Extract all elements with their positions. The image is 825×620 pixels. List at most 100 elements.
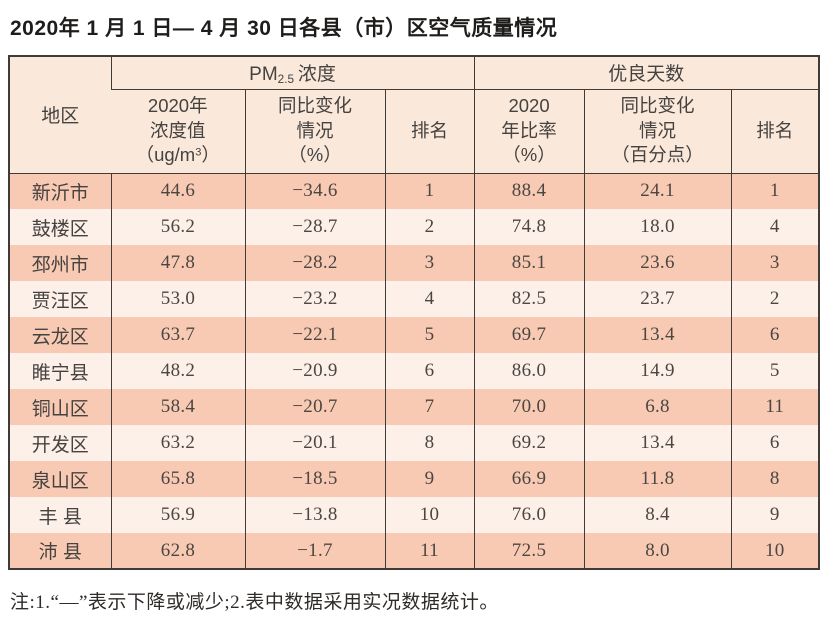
- good-rate-rank-cell: 1: [730, 173, 820, 209]
- header-line: 同比变化: [620, 95, 695, 117]
- pm25-value-cell: 65.8: [110, 461, 245, 497]
- pm25-change-cell: −20.7: [244, 389, 385, 425]
- header-line: （百分点）: [611, 144, 704, 166]
- pm25-rank-cell: 1: [384, 173, 475, 209]
- pm25-change-cell: −28.7: [244, 209, 385, 245]
- pm25-rank-cell: 11: [384, 533, 475, 569]
- unit-prefix: （ug/m: [135, 144, 196, 166]
- pm25-rank-cell: 6: [384, 353, 475, 389]
- good-rate-cell: 69.7: [473, 317, 585, 353]
- pm25-change-cell: −18.5: [244, 461, 385, 497]
- header-line: 年比率: [501, 119, 557, 141]
- header-line: （%）: [502, 144, 556, 166]
- column-header-pm25-value: 2020年 浓度值 （ug/m3）: [111, 89, 245, 174]
- good-rate-rank-cell: 6: [730, 317, 820, 353]
- pm25-value-cell: 48.2: [110, 353, 245, 389]
- table-row: 睢宁县 48.2 −20.9 6 86.0 14.9 5: [9, 353, 820, 389]
- header-sub-row: 2020年 浓度值 （ug/m3） 同比变化 情况 （%） 排名 2020 年比…: [9, 89, 820, 174]
- header-line: 情况: [639, 119, 677, 141]
- pm25-rank-cell: 9: [384, 461, 475, 497]
- table-row: 云龙区 63.7 −22.1 5 69.7 13.4 6: [9, 317, 820, 353]
- pm25-value-cell: 62.8: [110, 533, 245, 569]
- pm25-rank-cell: 3: [384, 245, 475, 281]
- header-line: 浓度值: [149, 119, 206, 141]
- pm25-value-cell: 56.2: [110, 209, 245, 245]
- header-line: 情况: [296, 119, 334, 141]
- column-header-region: 地区: [9, 56, 111, 174]
- region-cell: 鼓楼区: [9, 209, 111, 245]
- good-rate-rank-cell: 8: [730, 461, 820, 497]
- pm25-rank-cell: 2: [384, 209, 475, 245]
- pm25-change-cell: −20.1: [244, 425, 385, 461]
- pm25-rank-cell: 10: [384, 497, 475, 533]
- table-row: 新沂市 44.6 −34.6 1 88.4 24.1 1: [9, 173, 820, 209]
- header-line: 2020年: [147, 95, 208, 117]
- air-quality-table: 地区 PM2.5 浓度 优良天数 2020年 浓度值 （ug/m3） 同比变化 情…: [8, 55, 821, 570]
- pm25-rank-cell: 7: [384, 389, 475, 425]
- good-rate-rank-cell: 6: [730, 425, 820, 461]
- pm25-value-cell: 47.8: [110, 245, 245, 281]
- good-rate-change-cell: 11.8: [583, 461, 732, 497]
- pm25-label-suffix: 浓度: [297, 64, 336, 86]
- table-row: 丰 县 56.9 −13.8 10 76.0 8.4 9: [9, 497, 820, 533]
- good-rate-cell: 69.2: [473, 425, 585, 461]
- region-cell: 铜山区: [9, 389, 111, 425]
- table-row: 贾汪区 53.0 −23.2 4 82.5 23.7 2: [9, 281, 820, 317]
- good-rate-change-cell: 13.4: [583, 425, 732, 461]
- column-group-pm25: PM2.5 浓度: [110, 56, 475, 90]
- region-cell: 邳州市: [9, 245, 111, 281]
- pm25-value-cell: 58.4: [110, 389, 245, 425]
- good-rate-rank-cell: 5: [730, 353, 820, 389]
- unit-superscript: 3: [195, 146, 202, 159]
- good-rate-rank-cell: 11: [730, 389, 820, 425]
- footnote: 注:1.“—”表示下降或减少;2.表中数据采用实况数据统计。: [10, 592, 499, 613]
- table-row: 开发区 63.2 −20.1 8 69.2 13.4 6: [9, 425, 820, 461]
- region-cell: 丰 县: [9, 497, 111, 533]
- pm25-change-cell: −34.6: [244, 173, 385, 209]
- region-cell: 睢宁县: [9, 353, 111, 389]
- table-row: 邳州市 47.8 −28.2 3 85.1 23.6 3: [9, 245, 820, 281]
- good-rate-cell: 72.5: [473, 533, 585, 569]
- pm25-label-prefix: PM: [249, 64, 278, 86]
- good-rate-change-cell: 13.4: [583, 317, 732, 353]
- pm25-value-cell: 56.9: [110, 497, 245, 533]
- table-row: 沛 县 62.8 −1.7 11 72.5 8.0 10: [9, 533, 820, 569]
- column-header-pm25-rank: 排名: [384, 89, 475, 174]
- header-line: 2020: [508, 95, 550, 117]
- pm25-rank-cell: 4: [384, 281, 475, 317]
- region-cell: 沛 县: [9, 533, 111, 569]
- region-cell: 开发区: [9, 425, 111, 461]
- table-row: 泉山区 65.8 −18.5 9 66.9 11.8 8: [9, 461, 820, 497]
- column-header-good-rate: 2020 年比率 （%）: [473, 89, 585, 174]
- good-rate-cell: 76.0: [473, 497, 585, 533]
- pm25-change-cell: −22.1: [244, 317, 385, 353]
- pm25-change-cell: −23.2: [244, 281, 385, 317]
- region-cell: 云龙区: [9, 317, 111, 353]
- good-rate-change-cell: 23.6: [583, 245, 732, 281]
- pm25-change-cell: −13.8: [244, 497, 385, 533]
- column-header-pm25-change: 同比变化 情况 （%）: [244, 89, 385, 174]
- good-rate-change-cell: 18.0: [583, 209, 732, 245]
- region-cell: 泉山区: [9, 461, 111, 497]
- table-header: 地区 PM2.5 浓度 优良天数 2020年 浓度值 （ug/m3） 同比变化 情…: [9, 56, 820, 174]
- good-rate-rank-cell: 4: [730, 209, 820, 245]
- header-line: （%）: [288, 144, 342, 166]
- pm25-value-cell: 63.7: [110, 317, 245, 353]
- table-row: 铜山区 58.4 −20.7 7 70.0 6.8 11: [9, 389, 820, 425]
- column-header-good-change: 同比变化 情况 （百分点）: [583, 89, 732, 174]
- pm25-change-cell: −28.2: [244, 245, 385, 281]
- pm25-label-subscript: 2.5: [277, 73, 295, 87]
- good-rate-rank-cell: 3: [730, 245, 820, 281]
- pm25-value-cell: 44.6: [110, 173, 245, 209]
- pm25-value-cell: 53.0: [110, 281, 245, 317]
- pm25-rank-cell: 8: [384, 425, 475, 461]
- good-rate-cell: 88.4: [473, 173, 585, 209]
- good-rate-cell: 74.8: [473, 209, 585, 245]
- column-group-good-days: 优良天数: [473, 56, 820, 90]
- good-rate-rank-cell: 2: [730, 281, 820, 317]
- column-header-good-rank: 排名: [730, 89, 820, 174]
- unit-suffix: ）: [201, 144, 220, 166]
- good-rate-cell: 86.0: [473, 353, 585, 389]
- pm25-rank-cell: 5: [384, 317, 475, 353]
